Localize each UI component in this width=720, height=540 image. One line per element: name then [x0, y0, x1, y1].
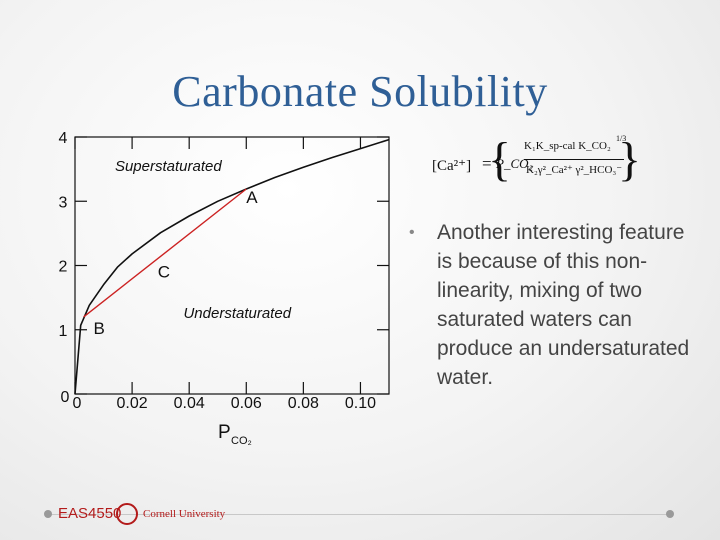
x-tick-label: 0.08	[288, 395, 319, 412]
y-tick-label: 3	[59, 194, 68, 211]
formula-lhs: [Ca²⁺]	[432, 158, 472, 174]
university-seal-icon	[116, 503, 138, 525]
bullet-point: • Another interesting feature is because…	[409, 218, 695, 392]
formula-numerator: K₁K_sp-cal K_CO₂	[524, 140, 611, 152]
formula-exponent: 1/3	[616, 134, 627, 143]
footer-divider	[48, 514, 672, 515]
university-name: Cornell University	[143, 508, 226, 520]
x-tick-label: 0.10	[345, 395, 376, 412]
mixing-line	[83, 188, 247, 318]
plot-frame	[74, 136, 390, 395]
formula-right-brace: }	[618, 133, 642, 186]
y-tick-label: 2	[59, 259, 68, 276]
y-tick-label: 4	[59, 130, 68, 147]
x-tick-label: 0	[73, 395, 82, 412]
region-label: Superstaturated	[115, 158, 222, 175]
region-label: Understaturated	[183, 305, 291, 322]
formula-pressure: P_CO₂	[496, 156, 534, 171]
bullet-text: Another interesting feature is because o…	[437, 221, 690, 389]
footer-right-dot-icon	[666, 510, 674, 518]
point-label: B	[94, 319, 105, 338]
point-label: A	[246, 188, 258, 207]
slide-title: Carbonate Solubility	[172, 67, 548, 116]
bullet-dot-icon: •	[409, 224, 415, 241]
footer-left-dot-icon	[44, 510, 52, 518]
x-tick-label: 0.06	[231, 395, 262, 412]
formula-left-brace: {	[488, 133, 512, 186]
solubility-formula: [Ca²⁺] = { P_CO₂ K₁K_sp-cal K_CO₂ K₂γ²_C…	[432, 133, 641, 194]
y-tick-label: 1	[59, 323, 68, 340]
formula-denominator: K₂γ²_Ca²⁺ γ²_HCO₃⁻	[526, 164, 623, 176]
point-label: C	[158, 263, 170, 282]
x-tick-label: 0.02	[117, 395, 148, 412]
y-tick-label: 0	[61, 389, 70, 406]
formula-fraction-bar	[524, 159, 624, 160]
course-code: EAS4550	[58, 505, 122, 522]
x-axis-label: P	[218, 422, 231, 443]
x-tick-label: 0.04	[174, 395, 205, 412]
solubility-curve	[74, 138, 390, 395]
x-axis-label-subscript: CO₂	[231, 435, 252, 447]
formula-equals: =	[482, 154, 492, 173]
